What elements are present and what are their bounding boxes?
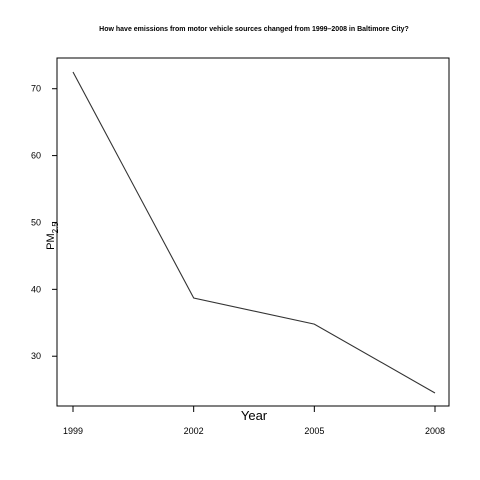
y-tick-label: 60 [31, 151, 41, 161]
series-line [72, 71, 436, 394]
y-tick-label: 50 [31, 217, 41, 227]
x-tick-label: 2005 [304, 426, 324, 436]
x-tick-label: 1999 [63, 426, 83, 436]
x-axis-label: Year [241, 408, 268, 423]
x-tick-label: 2008 [425, 426, 445, 436]
plot-area-border [56, 57, 450, 407]
y-tick-label: 70 [31, 84, 41, 94]
x-tick-label: 2002 [184, 426, 204, 436]
y-axis-label-main: PM [45, 233, 57, 250]
y-tick-label: 40 [31, 284, 41, 294]
y-tick-label: 30 [31, 351, 41, 361]
chart-title: How have emissions from motor vehicle so… [99, 26, 409, 33]
y-axis: 30 40 50 60 70 [31, 84, 58, 361]
x-axis: 1999 2002 2005 2008 [63, 405, 445, 436]
y-axis-label-subscript: 2.5 [51, 222, 60, 234]
y-axis-label: PM2.5 [45, 222, 60, 250]
